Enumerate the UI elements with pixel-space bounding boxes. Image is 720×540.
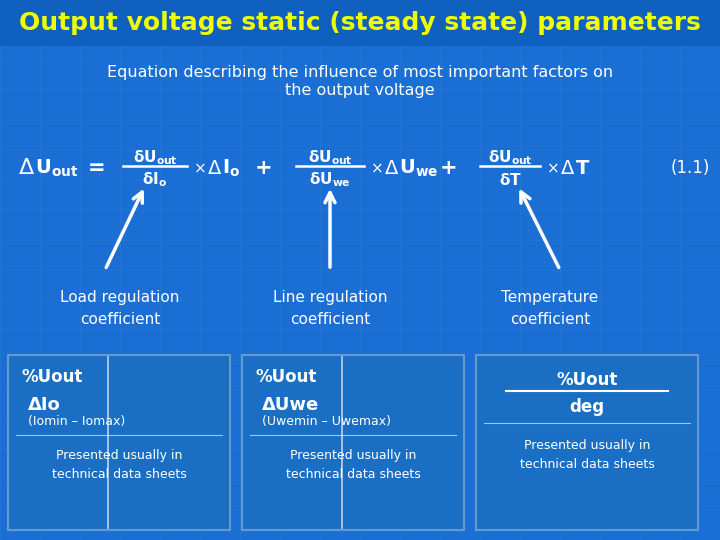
Text: $\mathbf{\delta U_{out}}$: $\mathbf{\delta U_{out}}$ — [307, 148, 352, 167]
Text: %Uout: %Uout — [557, 371, 618, 389]
Text: $\times$: $\times$ — [370, 160, 383, 176]
Text: $\mathbf{\delta U_{out}}$: $\mathbf{\delta U_{out}}$ — [487, 148, 532, 167]
Text: Presented usually in
technical data sheets: Presented usually in technical data shee… — [520, 439, 654, 471]
Text: $\mathbf{U_{we}}$: $\mathbf{U_{we}}$ — [399, 157, 438, 179]
Text: the output voltage: the output voltage — [285, 83, 435, 98]
Text: $\mathbf{I_o}$: $\mathbf{I_o}$ — [222, 157, 240, 179]
Text: Line regulation
coefficient: Line regulation coefficient — [273, 290, 387, 327]
Text: $\Delta$: $\Delta$ — [207, 159, 222, 178]
Text: ΔUwe: ΔUwe — [262, 396, 319, 414]
Text: %Uout: %Uout — [22, 368, 84, 386]
Text: =: = — [88, 158, 106, 178]
Bar — [0, 0, 720, 46]
Text: Presented usually in
technical data sheets: Presented usually in technical data shee… — [286, 449, 420, 481]
Text: $\Delta$: $\Delta$ — [384, 159, 399, 178]
Text: +: + — [255, 158, 273, 178]
Text: (1.1): (1.1) — [670, 159, 710, 177]
Text: $\Delta$: $\Delta$ — [18, 158, 35, 178]
Text: (Uwemin – Uwemax): (Uwemin – Uwemax) — [262, 415, 391, 429]
Text: ΔIo: ΔIo — [28, 396, 60, 414]
Text: +: + — [440, 158, 458, 178]
Text: Temperature
coefficient: Temperature coefficient — [501, 290, 598, 327]
Text: Equation describing the influence of most important factors on: Equation describing the influence of mos… — [107, 64, 613, 79]
Text: $\times$: $\times$ — [193, 160, 206, 176]
Text: $\mathbf{\delta U_{we}}$: $\mathbf{\delta U_{we}}$ — [309, 171, 351, 190]
Text: $\mathbf{\delta T}$: $\mathbf{\delta T}$ — [498, 172, 521, 188]
Text: $\mathbf{T}$: $\mathbf{T}$ — [575, 159, 590, 178]
Text: $\times$: $\times$ — [546, 160, 559, 176]
Text: $\mathbf{\delta I_o}$: $\mathbf{\delta I_o}$ — [143, 171, 168, 190]
Text: (Iomin – Iomax): (Iomin – Iomax) — [28, 415, 125, 429]
Text: $\mathbf{\delta U_{out}}$: $\mathbf{\delta U_{out}}$ — [132, 148, 177, 167]
Text: %Uout: %Uout — [256, 368, 318, 386]
Bar — [242, 355, 464, 530]
Text: deg: deg — [570, 398, 605, 416]
Text: Output voltage static (steady state) parameters: Output voltage static (steady state) par… — [19, 11, 701, 35]
Text: $\Delta$: $\Delta$ — [560, 159, 575, 178]
Text: $\mathbf{U_{out}}$: $\mathbf{U_{out}}$ — [35, 157, 78, 179]
Bar — [8, 355, 230, 530]
Text: Load regulation
coefficient: Load regulation coefficient — [60, 290, 180, 327]
Text: Presented usually in
technical data sheets: Presented usually in technical data shee… — [52, 449, 186, 481]
Bar — [476, 355, 698, 530]
